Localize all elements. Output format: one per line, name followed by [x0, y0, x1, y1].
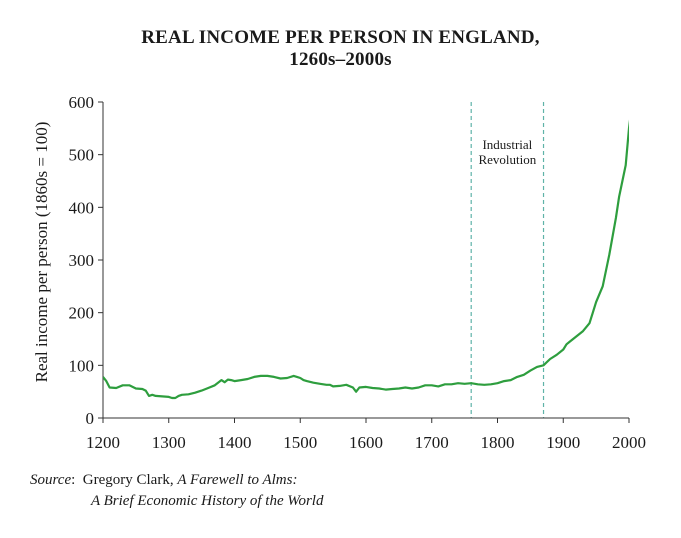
axes [98, 101, 630, 423]
x-tick-label: 1700 [415, 433, 449, 452]
income-chart: 0 100 200 300 400 500 600 1200 1300 1400 1500 1600 1… [32, 93, 646, 452]
source-author: Gregory Clark, [82, 472, 178, 488]
x-tick-label: 1900 [546, 433, 580, 452]
chart-title-line-2: 1260s–2000s [289, 49, 392, 70]
y-tick-label: 0 [86, 409, 95, 428]
x-tick-label: 1300 [152, 433, 186, 452]
series-layer [103, 119, 629, 400]
label-layer: 0 100 200 300 400 500 600 1200 1300 1400 1500 1600 1… [32, 93, 646, 452]
y-axis-label: Real income per person (1860s = 100) [32, 122, 51, 383]
source-book-title: A Farewell to Alms: [177, 472, 298, 488]
y-tick-label: 500 [69, 146, 95, 165]
source-book-subtitle: A Brief Economic History of the World [91, 493, 324, 509]
x-tick-label: 2000 [612, 433, 646, 452]
x-tick-label: 1200 [86, 433, 120, 452]
chart-title-line-1: REAL INCOME PER PERSON IN ENGLAND, [141, 27, 540, 48]
x-tick-label: 1500 [283, 433, 317, 452]
x-tick-label: 1600 [349, 433, 383, 452]
y-tick-label: 600 [69, 93, 95, 112]
y-tick-label: 300 [69, 251, 95, 270]
x-tick-label: 1400 [218, 433, 252, 452]
source-label: Source [30, 472, 72, 488]
x-tick-label: 1800 [481, 433, 515, 452]
annotation-label-line: Industrial [482, 137, 532, 152]
y-tick-label: 100 [69, 356, 95, 375]
y-tick-label: 400 [69, 198, 95, 217]
annotation-label-line: Revolution [478, 152, 536, 167]
y-tick-label: 200 [69, 304, 95, 323]
annotation-layer [470, 102, 545, 418]
income-series-line [103, 119, 629, 400]
source-note: Source: Gregory Clark, A Farewell to Alm… [30, 472, 324, 509]
